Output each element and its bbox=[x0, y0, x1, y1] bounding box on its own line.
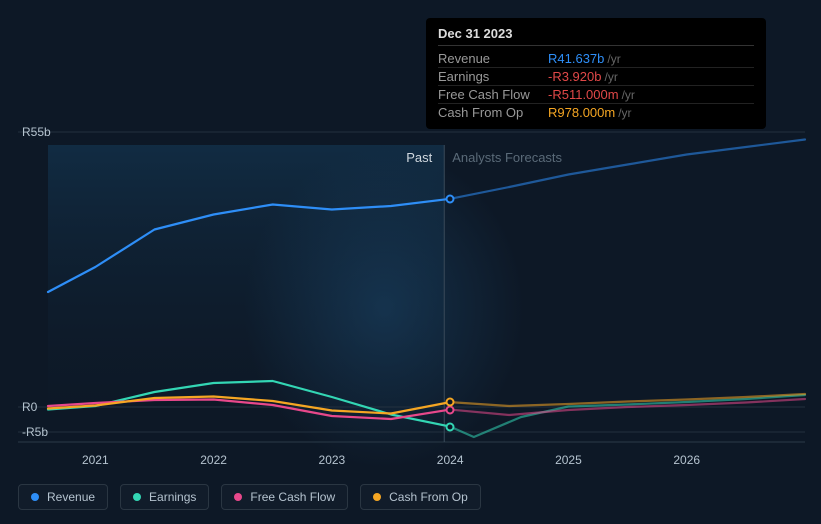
legend-label: Free Cash Flow bbox=[250, 490, 335, 504]
tooltip-row-value: R41.637b bbox=[548, 51, 604, 66]
legend-dot-icon bbox=[31, 493, 39, 501]
tooltip-row-suffix: /yr bbox=[622, 88, 635, 102]
tooltip-row-label: Earnings bbox=[438, 69, 548, 84]
y-axis-min-label: -R5b bbox=[22, 425, 48, 439]
y-axis-zero-label: R0 bbox=[22, 400, 37, 414]
tooltip-date: Dec 31 2023 bbox=[438, 26, 754, 46]
legend-dot-icon bbox=[234, 493, 242, 501]
tooltip-row: RevenueR41.637b/yr bbox=[438, 50, 754, 68]
earnings-forecast-chart: R55b R0 -R5b 2021 2022 2023 2024 2025 2026 Pa… bbox=[0, 0, 821, 524]
tooltip-row-label: Free Cash Flow bbox=[438, 87, 548, 102]
x-axis-tick: 2026 bbox=[673, 453, 700, 467]
past-label: Past bbox=[406, 150, 432, 165]
legend-item-cfo[interactable]: Cash From Op bbox=[360, 484, 481, 510]
tooltip-row-suffix: /yr bbox=[604, 70, 617, 84]
legend-dot-icon bbox=[133, 493, 141, 501]
forecast-label: Analysts Forecasts bbox=[452, 150, 562, 165]
x-axis-tick: 2021 bbox=[82, 453, 109, 467]
tooltip-row: Earnings-R3.920b/yr bbox=[438, 68, 754, 86]
legend-label: Cash From Op bbox=[389, 490, 468, 504]
chart-tooltip: Dec 31 2023 RevenueR41.637b/yrEarnings-R… bbox=[426, 18, 766, 129]
y-axis-max-label: R55b bbox=[22, 125, 51, 139]
tooltip-row-label: Cash From Op bbox=[438, 105, 548, 120]
tooltip-row-label: Revenue bbox=[438, 51, 548, 66]
x-axis-tick: 2023 bbox=[319, 453, 346, 467]
legend-item-earnings[interactable]: Earnings bbox=[120, 484, 209, 510]
tooltip-row: Cash From OpR978.000m/yr bbox=[438, 104, 754, 121]
tooltip-row-value: -R511.000m bbox=[548, 87, 619, 102]
legend-item-fcf[interactable]: Free Cash Flow bbox=[221, 484, 348, 510]
legend-dot-icon bbox=[373, 493, 381, 501]
tooltip-row: Free Cash Flow-R511.000m/yr bbox=[438, 86, 754, 104]
cursor-marker-earnings bbox=[446, 422, 455, 431]
cursor-marker-revenue bbox=[446, 194, 455, 203]
tooltip-row-suffix: /yr bbox=[607, 52, 620, 66]
legend-label: Earnings bbox=[149, 490, 196, 504]
legend-label: Revenue bbox=[47, 490, 95, 504]
tooltip-row-value: -R3.920b bbox=[548, 69, 601, 84]
tooltip-row-suffix: /yr bbox=[618, 106, 631, 120]
legend-item-revenue[interactable]: Revenue bbox=[18, 484, 108, 510]
x-axis-tick: 2025 bbox=[555, 453, 582, 467]
legend: Revenue Earnings Free Cash Flow Cash From O… bbox=[18, 484, 481, 510]
cursor-marker-cfo bbox=[446, 398, 455, 407]
x-axis-tick: 2024 bbox=[437, 453, 464, 467]
x-axis-tick: 2022 bbox=[200, 453, 227, 467]
tooltip-row-value: R978.000m bbox=[548, 105, 615, 120]
